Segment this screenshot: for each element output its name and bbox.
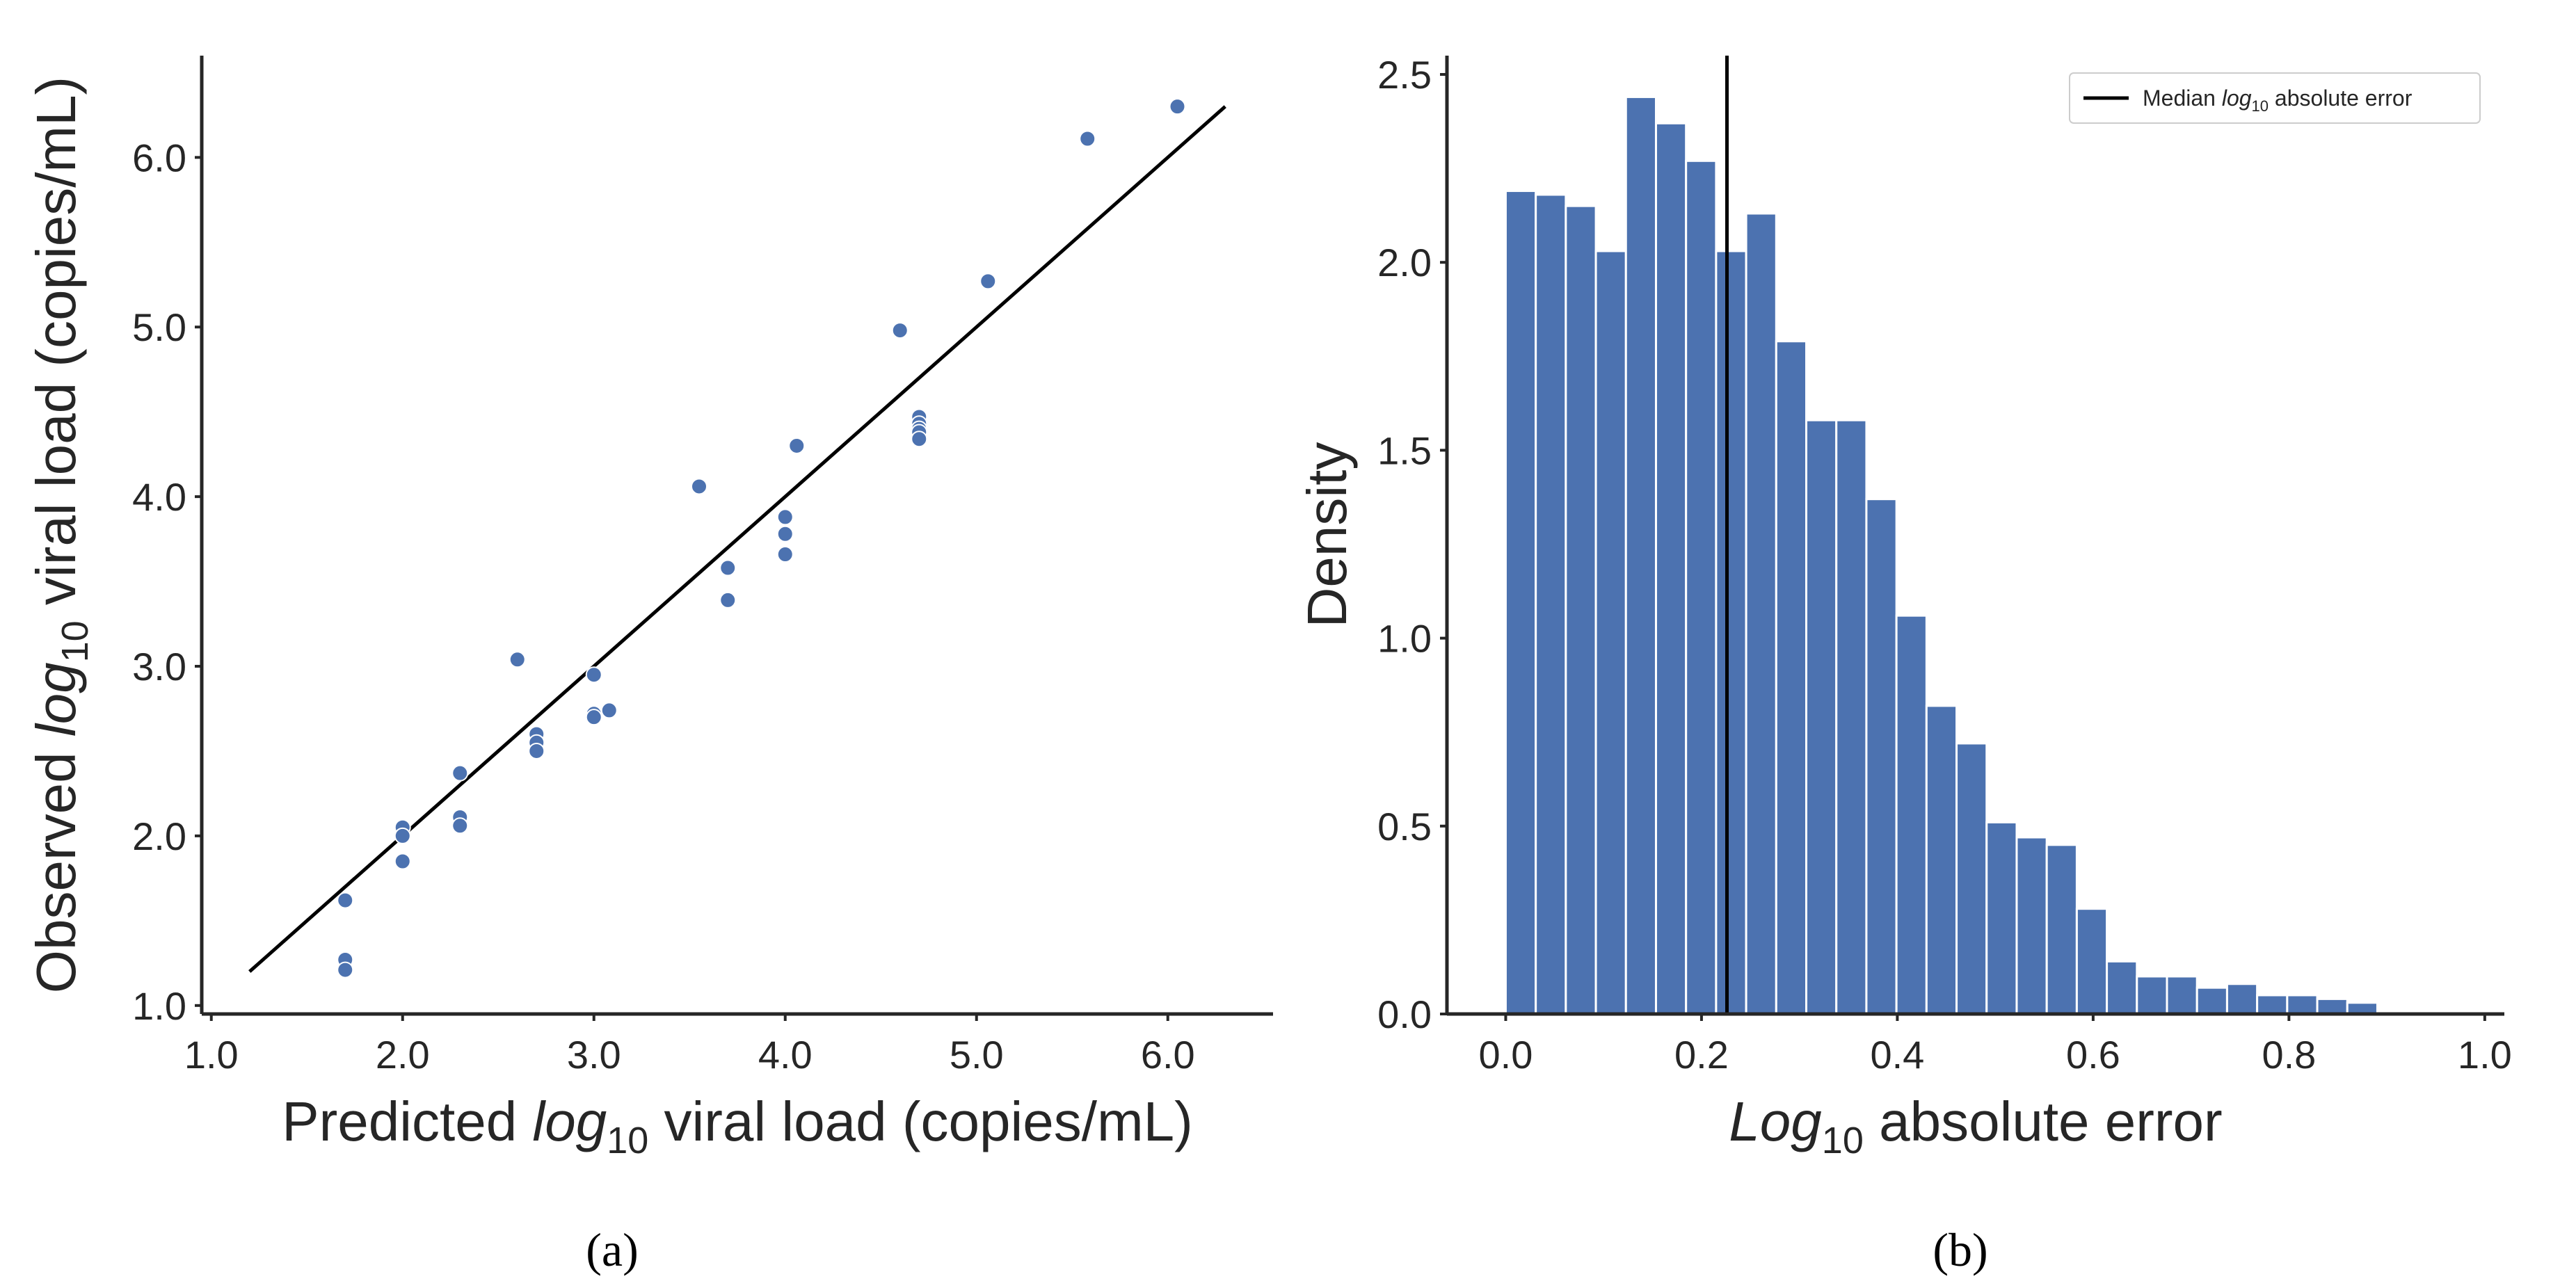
scatter-y-ticks: 1.0 2.0 3.0 4.0 5.0 6.0 [132, 136, 202, 1028]
x-tick-label: 1.0 [184, 1033, 239, 1077]
scatter-point [911, 430, 928, 448]
x-tick-label: 2.0 [376, 1033, 430, 1077]
y-tick-label: 6.0 [132, 136, 186, 179]
y-tick-label: 2.0 [1377, 241, 1432, 284]
histogram-bars [1504, 95, 2378, 1015]
x-tick-label: 5.0 [950, 1033, 1004, 1077]
histogram-bar [1895, 614, 1928, 1015]
histogram-bar [1535, 193, 1567, 1015]
scatter-point [394, 827, 411, 844]
histogram-bar [2045, 844, 2078, 1015]
scatter-point [600, 702, 618, 719]
legend: Median log10 absolute error [2069, 72, 2481, 124]
x-tick-label: 4.0 [758, 1033, 813, 1077]
x-tick-label: 0.8 [2262, 1033, 2316, 1077]
scatter-x-ticks: 1.0 2.0 3.0 4.0 5.0 6.0 [184, 1014, 1195, 1077]
scatter-point [891, 322, 909, 339]
y-tick-label: 0.5 [1377, 805, 1432, 848]
x-tick-label: 0.2 [1674, 1033, 1729, 1077]
scatter-point [585, 666, 602, 684]
histogram-bar [1805, 419, 1838, 1015]
scatter-point [1079, 130, 1096, 147]
histogram-bar [2225, 983, 2259, 1015]
histogram-bar [1685, 159, 1718, 1015]
histogram-bar [1985, 821, 2018, 1015]
panel-a-caption: (a) [586, 1223, 638, 1276]
histogram-x-axis-label: Log10 absolute error [1729, 1090, 2222, 1161]
scatter-point [979, 273, 997, 290]
scatter-point [719, 559, 737, 577]
histogram-bar [1594, 250, 1627, 1015]
histogram-bar [1624, 95, 1657, 1015]
histogram-bar [1504, 190, 1537, 1015]
scatter-point [719, 591, 737, 609]
scatter-x-axis-label: Predicted log10 viral load (copies/mL) [282, 1090, 1193, 1161]
y-tick-label: 5.0 [132, 305, 186, 349]
y-tick-label: 2.0 [132, 814, 186, 858]
y-tick-label: 3.0 [132, 645, 186, 689]
histogram-panel: 0.0 0.2 0.4 0.6 0.8 1.0 0.0 0.5 1.0 1.5 2.0 2.5 Lo… [1296, 53, 2512, 1276]
scatter-point [776, 525, 794, 542]
legend-box [2069, 72, 2481, 124]
y-tick-label: 1.0 [132, 984, 186, 1028]
histogram-bar [2195, 986, 2228, 1015]
histogram-bar [1865, 498, 1898, 1015]
histogram-x-ticks: 0.0 0.2 0.4 0.6 0.8 1.0 [1479, 1014, 2512, 1077]
histogram-bar [1654, 122, 1688, 1015]
histogram-bar [1835, 419, 1868, 1015]
histogram-bar [2075, 908, 2109, 1015]
scatter-point [451, 764, 469, 782]
scatter-point [337, 892, 354, 909]
histogram-bar [1775, 340, 1808, 1015]
histogram-bar [2106, 960, 2138, 1015]
legend-label: Median log10 absolute error [2143, 86, 2413, 115]
scatter-point [1169, 98, 1186, 115]
x-tick-label: 0.0 [1479, 1033, 1533, 1077]
x-tick-label: 1.0 [2458, 1033, 2512, 1077]
scatter-point [691, 478, 707, 495]
histogram-bar [2015, 836, 2048, 1015]
histogram-y-ticks: 0.0 0.5 1.0 1.5 2.0 2.5 [1377, 53, 1447, 1036]
x-tick-label: 0.6 [2066, 1033, 2120, 1077]
histogram-bar [1745, 212, 1777, 1015]
histogram-bar [1565, 204, 1597, 1015]
histogram-bar [2316, 997, 2349, 1015]
panel-b-caption: (b) [1933, 1223, 1987, 1276]
identity-line [248, 105, 1226, 973]
histogram-bar [2256, 994, 2289, 1015]
histogram-bar [2286, 994, 2319, 1015]
y-tick-label: 1.0 [1377, 617, 1432, 661]
scatter-point [788, 437, 806, 454]
scatter-point [337, 961, 354, 979]
x-tick-label: 3.0 [567, 1033, 621, 1077]
scatter-point [509, 651, 526, 668]
y-tick-label: 2.5 [1377, 53, 1432, 97]
x-tick-label: 6.0 [1141, 1033, 1195, 1077]
scatter-point [776, 508, 794, 526]
scatter-y-axis-label: Observed log10 viral load (copies/mL) [25, 77, 96, 993]
y-tick-label: 0.0 [1377, 992, 1432, 1036]
scatter-marks [248, 98, 1226, 979]
histogram-bar [1955, 742, 1988, 1015]
y-tick-label: 4.0 [132, 475, 186, 519]
histogram-bar [1715, 250, 1747, 1015]
scatter-point [776, 546, 794, 563]
scatter-point [394, 853, 411, 870]
scatter-point [451, 817, 469, 835]
histogram-y-axis-label: Density [1296, 442, 1358, 628]
y-tick-label: 1.5 [1377, 428, 1432, 472]
scatter-point [528, 742, 545, 759]
scatter-point [585, 709, 602, 726]
histogram-bar [2166, 975, 2198, 1015]
x-tick-label: 0.4 [1870, 1033, 1924, 1077]
histogram-bar [2136, 975, 2168, 1015]
scatter-panel: 1.0 2.0 3.0 4.0 5.0 6.0 1.0 2.0 3.0 4.0 5.0 6.0 Pr… [25, 56, 1273, 1276]
histogram-bar [1925, 705, 1958, 1015]
